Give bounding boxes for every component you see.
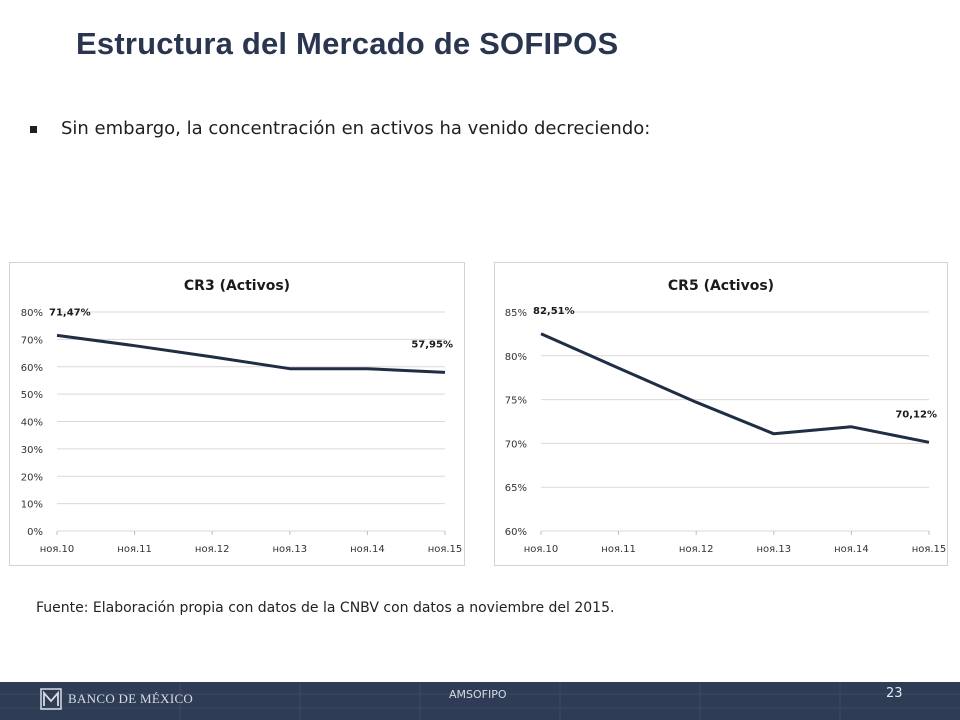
banxico-logo: BANCO DE MÉXICO bbox=[40, 686, 193, 712]
footer-pattern bbox=[0, 682, 960, 720]
cr3-x-tick-label: ноя.15 bbox=[428, 544, 463, 555]
page-number: 23 bbox=[886, 686, 903, 701]
cr3-x-tick-label: ноя.11 bbox=[117, 544, 152, 555]
chart-cr3-svg: CR3 (Activos) 0% 10% 20% 30% 40% 50% 60% 70% 80% н… bbox=[21, 278, 463, 555]
cr3-series-line bbox=[56, 333, 446, 374]
chart-cr5: CR5 (Activos) 60% 65% 70% 75% 80% 85% ноя.10 ноя… bbox=[494, 262, 948, 566]
cr3-chart-title: CR3 (Activos) bbox=[184, 278, 290, 294]
cr3-y-tick-label: 80% bbox=[21, 308, 43, 319]
cr5-y-tick-label: 85% bbox=[505, 308, 527, 319]
cr3-x-tick-label: ноя.10 bbox=[40, 544, 75, 555]
cr3-y-tick-label: 50% bbox=[21, 390, 43, 401]
cr3-x-tick-label: ноя.13 bbox=[273, 544, 308, 555]
square-bullet-icon bbox=[30, 125, 37, 133]
cr3-x-tick-label: ноя.14 bbox=[350, 544, 385, 555]
cr5-y-tick-label: 70% bbox=[505, 439, 527, 450]
cr5-y-tick-label: 80% bbox=[505, 352, 527, 363]
cr3-y-tick-label: 40% bbox=[21, 418, 43, 429]
cr5-x-tick-label: ноя.15 bbox=[912, 544, 947, 555]
cr5-x-tick-label: ноя.13 bbox=[757, 544, 792, 555]
cr5-series-line bbox=[540, 332, 930, 444]
cr3-data-label: 71,47% bbox=[49, 307, 91, 318]
cr5-x-tick-label: ноя.11 bbox=[601, 544, 636, 555]
cr5-y-tick-label: 60% bbox=[505, 527, 527, 538]
cr3-y-tick-label: 0% bbox=[27, 527, 43, 538]
cr5-y-tick-label: 75% bbox=[505, 396, 527, 407]
banxico-emblem-icon bbox=[40, 688, 62, 710]
cr5-x-tick-label: ноя.12 bbox=[679, 544, 714, 555]
cr5-x-tick-label: ноя.10 bbox=[524, 544, 559, 555]
cr5-chart-title: CR5 (Activos) bbox=[668, 278, 774, 294]
source-note: Fuente: Elaboración propia con datos de … bbox=[36, 600, 615, 616]
cr3-y-tick-label: 70% bbox=[21, 335, 43, 346]
cr3-y-tick-label: 60% bbox=[21, 363, 43, 374]
chart-cr5-svg: CR5 (Activos) 60% 65% 70% 75% 80% 85% ноя.10 ноя… bbox=[505, 278, 947, 555]
chart-cr3: CR3 (Activos) 0% 10% 20% 30% 40% 50% 60% 70% 80% н… bbox=[9, 262, 465, 566]
logo-text: BANCO DE MÉXICO bbox=[68, 691, 194, 706]
cr3-y-tick-label: 20% bbox=[21, 472, 43, 483]
cr5-y-tick-label: 65% bbox=[505, 483, 527, 494]
bullet-text: Sin embargo, la concentración en activos… bbox=[61, 118, 651, 139]
cr3-data-label: 57,95% bbox=[411, 339, 453, 350]
cr3-y-tick-label: 30% bbox=[21, 445, 43, 456]
cr3-y-tick-label: 10% bbox=[21, 500, 43, 511]
slide-title: Estructura del Mercado de SOFIPOS bbox=[76, 26, 619, 61]
footer-bar: BANCO DE MÉXICO AMSOFIPO 23 bbox=[0, 682, 960, 720]
bullet-point: Sin embargo, la concentración en activos… bbox=[30, 118, 650, 139]
footer-center-text: AMSOFIPO bbox=[449, 688, 507, 701]
cr5-data-label: 82,51% bbox=[533, 306, 575, 317]
cr5-x-tick-label: ноя.14 bbox=[834, 544, 869, 555]
cr3-x-tick-label: ноя.12 bbox=[195, 544, 230, 555]
cr5-data-label: 70,12% bbox=[895, 409, 937, 420]
